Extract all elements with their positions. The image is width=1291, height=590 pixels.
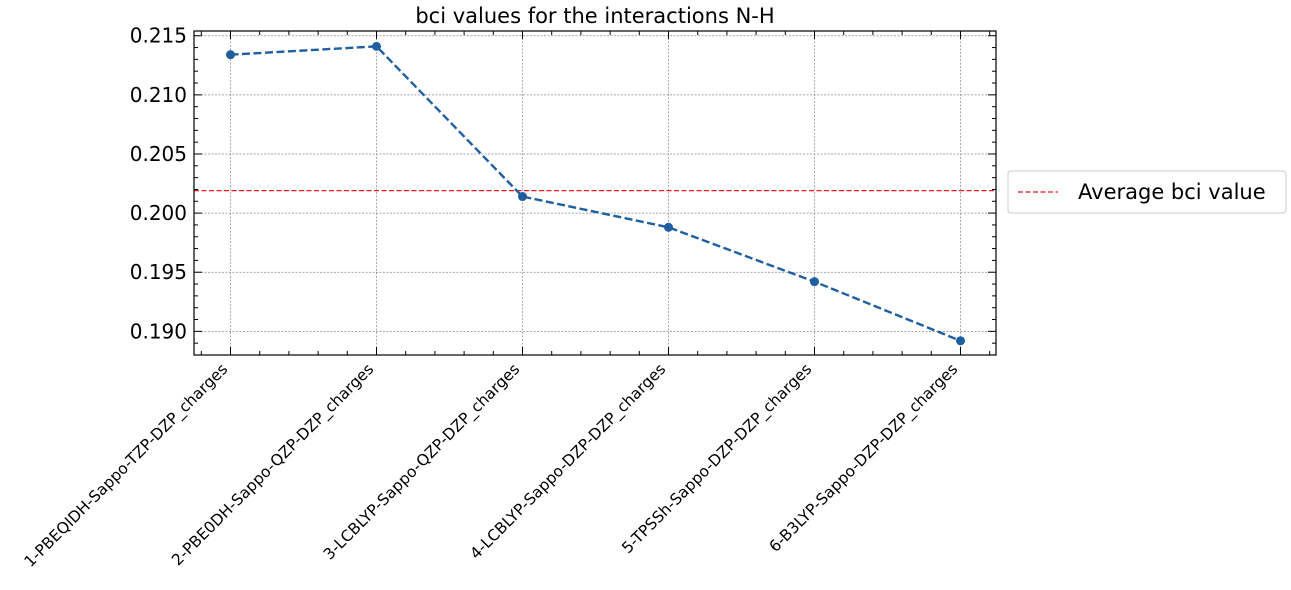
data-point <box>226 50 235 60</box>
plot-frame <box>193 30 997 356</box>
y-tick-label: 0.190 <box>130 319 187 343</box>
y-tick-label: 0.200 <box>130 201 187 225</box>
y-axis: 0.190 0.195 0.200 0.205 0.210 0.215 <box>130 24 996 356</box>
data-point <box>372 41 381 51</box>
x-axis: 1-PBEQIDH-Sappo-TZP-DZP_charges2-PBE0DH-… <box>21 31 991 571</box>
y-tick-label: 0.195 <box>130 260 187 284</box>
y-tick-label: 0.205 <box>130 142 187 166</box>
data-point <box>810 277 819 287</box>
data-series <box>226 41 965 346</box>
axes-frame <box>193 30 997 356</box>
series-line <box>230 45 961 342</box>
y-tick-label: 0.210 <box>130 83 187 107</box>
legend-box <box>1007 170 1287 214</box>
chart-title: bci values for the interactions N-H <box>415 4 774 28</box>
grid <box>194 31 996 355</box>
legend-label: Average bci value <box>1078 180 1266 204</box>
data-point <box>956 336 965 346</box>
y-tick-label: 0.215 <box>130 24 187 48</box>
legend: Average bci value <box>1007 170 1287 214</box>
data-point <box>518 192 527 202</box>
data-point <box>664 222 673 232</box>
